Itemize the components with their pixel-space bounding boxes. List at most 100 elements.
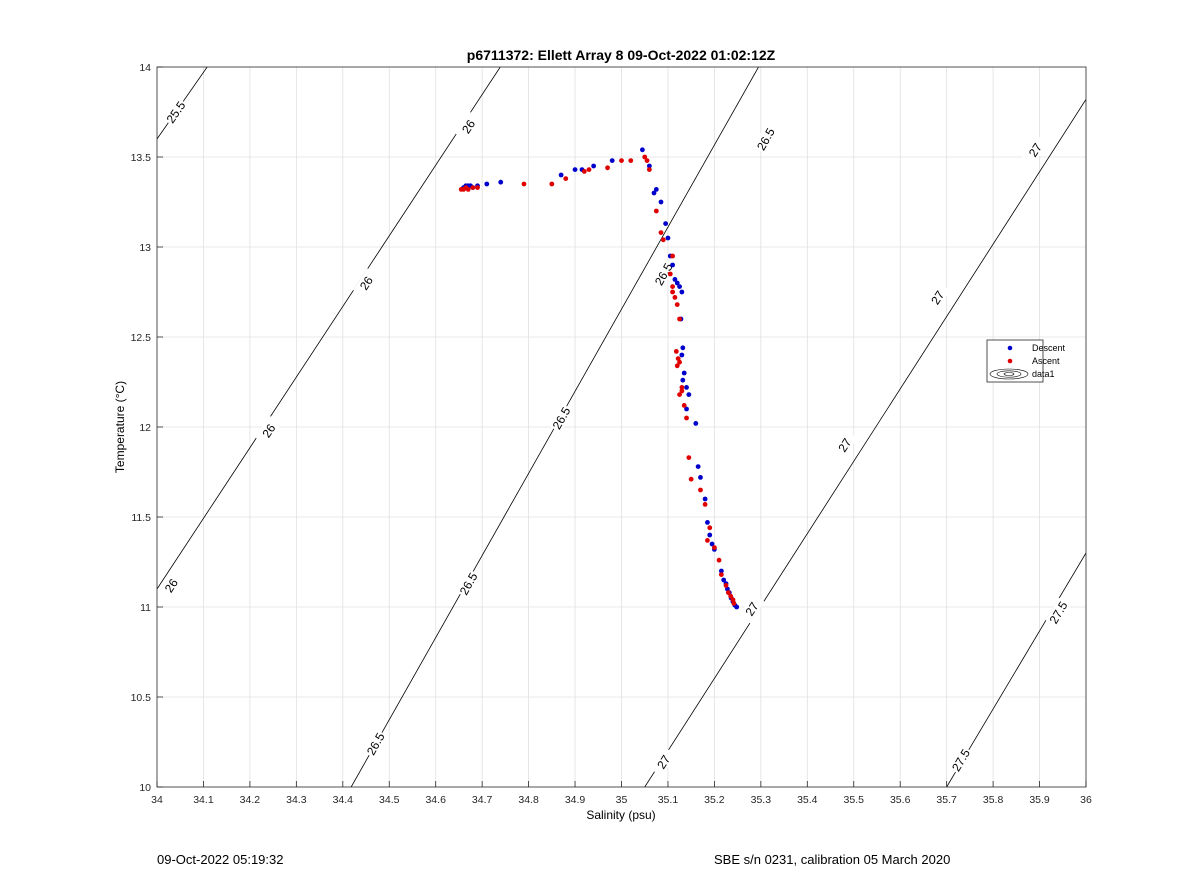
density-contour-label: 26 xyxy=(455,111,482,142)
descent-point xyxy=(658,199,664,205)
legend-ascent-label: Ascent xyxy=(1032,356,1060,366)
descent-point xyxy=(684,385,689,390)
legend-data1-label: data1 xyxy=(1032,369,1055,379)
legend: Descent Ascent data1 xyxy=(986,339,1066,383)
ascent-point xyxy=(549,181,555,187)
ascent-point xyxy=(702,502,708,507)
descent-point xyxy=(609,158,615,164)
ascent-point xyxy=(730,597,736,603)
descent-point xyxy=(640,147,645,153)
ascent-point xyxy=(728,593,734,599)
ascent-point xyxy=(653,208,659,214)
y-tick-label: 13 xyxy=(139,242,151,254)
descent-point xyxy=(684,406,689,412)
density-contour-line xyxy=(644,99,1086,787)
descent-point xyxy=(721,577,727,583)
descent-point xyxy=(677,284,682,289)
x-tick-label: 35 xyxy=(616,794,628,806)
ascent-point xyxy=(667,271,673,277)
descent-point xyxy=(572,167,578,173)
x-tick-label: 34.8 xyxy=(518,794,539,806)
x-tick-label: 34.2 xyxy=(240,794,261,806)
x-axis-ticks: 34 34.1 34.2 34.3 34.4 34.5 34.6 34.7 34.8 34.9 35… xyxy=(151,781,1092,806)
y-tick-label: 12.5 xyxy=(131,332,152,344)
ascent-point xyxy=(688,476,694,482)
descent-point xyxy=(670,262,675,268)
density-contour-label: 27 xyxy=(924,282,951,313)
ascent-point xyxy=(672,295,678,300)
descent-point xyxy=(646,163,652,169)
descent-point xyxy=(591,163,597,169)
descent-point xyxy=(709,541,715,547)
ascent-point xyxy=(605,165,610,171)
descent-point xyxy=(686,392,692,397)
descent-point xyxy=(725,586,730,592)
x-tick-label: 34.7 xyxy=(472,794,493,806)
ascent-point xyxy=(581,169,587,174)
ascent-point xyxy=(725,590,731,595)
ascent-point xyxy=(675,356,681,361)
x-tick-label: 35.5 xyxy=(844,794,865,806)
ascent-point xyxy=(731,601,737,606)
descent-point xyxy=(663,221,669,227)
descent-point xyxy=(558,172,564,178)
ascent-point xyxy=(470,185,476,191)
density-contour-label: 26 xyxy=(255,415,282,446)
density-contour-label: 26 xyxy=(157,570,184,601)
legend-box xyxy=(986,339,1044,383)
descent-point xyxy=(674,280,680,286)
ascent-point xyxy=(712,545,717,550)
legend-ascent-marker xyxy=(1007,358,1013,364)
ascent-point xyxy=(673,349,679,354)
ascent-point xyxy=(674,363,680,369)
ascent-point xyxy=(681,403,687,408)
x-tick-label: 34.3 xyxy=(286,794,307,806)
x-tick-label: 34.4 xyxy=(333,794,354,806)
ascent-point xyxy=(670,253,675,259)
ascent-point xyxy=(677,316,682,322)
ascent-point xyxy=(670,289,675,295)
density-contour-label: 27 xyxy=(831,430,858,460)
ascent-point xyxy=(521,181,527,187)
contour-icon xyxy=(989,368,1029,380)
ascent-point xyxy=(686,455,692,460)
x-axis-label: Salinity (psu) xyxy=(586,808,655,822)
ascent-point xyxy=(716,557,722,563)
descent-point xyxy=(705,520,710,525)
x-tick-label: 35.3 xyxy=(751,794,772,806)
descent-point xyxy=(665,235,671,241)
ascent-point xyxy=(563,176,569,182)
descent-point xyxy=(672,277,678,282)
ascent-point xyxy=(677,359,682,365)
y-axis-ticks: 10 10.5 11 11.5 12 12.5 13 13.5 14 xyxy=(131,62,163,794)
ascent-point xyxy=(677,392,682,397)
density-contour-label: 27 xyxy=(738,594,765,624)
density-contour-label: 27 xyxy=(650,747,677,777)
ascent-point xyxy=(465,187,471,192)
ascent-point xyxy=(705,538,710,543)
ts-diagram: 25.52626262626.526.526.526.526.527272727… xyxy=(113,47,1092,822)
descent-point xyxy=(707,532,713,538)
y-axis-label: Temperature (°C) xyxy=(113,381,127,473)
descent-point xyxy=(498,179,504,185)
x-tick-label: 34.1 xyxy=(193,794,214,806)
x-tick-label: 34.6 xyxy=(425,794,446,806)
descent-point xyxy=(680,377,686,383)
grid-lines xyxy=(157,67,1086,787)
descent-point xyxy=(653,187,659,192)
chart-title: p6711372: Ellett Array 8 09-Oct-2022 01:… xyxy=(467,47,776,63)
ascent-point xyxy=(619,158,624,164)
x-tick-label: 34 xyxy=(151,794,163,806)
x-tick-label: 35.9 xyxy=(1029,794,1050,806)
descent-point xyxy=(651,190,657,196)
ascent-point xyxy=(718,572,724,577)
ascent-point xyxy=(707,525,713,531)
ascent-point xyxy=(660,237,666,243)
descent-point xyxy=(680,345,686,351)
x-tick-label: 36 xyxy=(1080,794,1092,806)
x-tick-label: 35.7 xyxy=(936,794,957,806)
y-tick-label: 14 xyxy=(139,62,151,74)
descent-point xyxy=(693,421,699,426)
ascent-point xyxy=(698,487,703,493)
x-tick-label: 35.1 xyxy=(658,794,679,806)
